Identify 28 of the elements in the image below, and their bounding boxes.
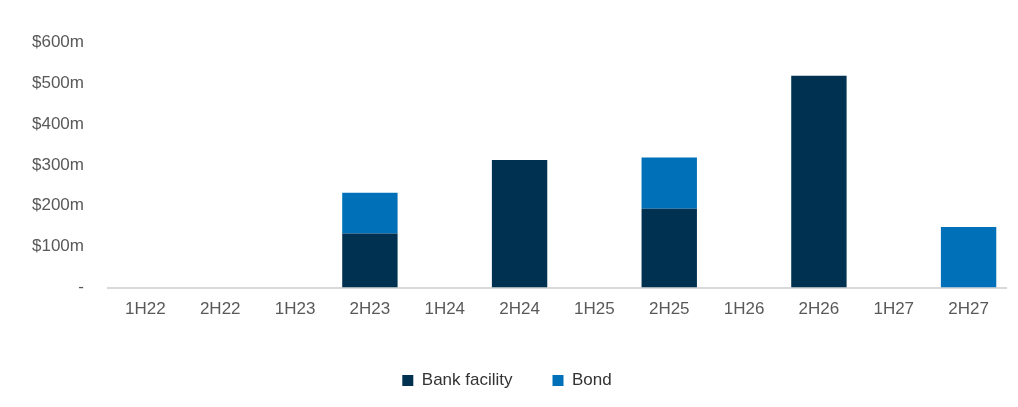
x-tick-label: 2H23: [349, 299, 391, 319]
bar: [641, 157, 697, 209]
x-tick-label: 2H24: [499, 299, 540, 319]
legend-label: Bank facility: [421, 370, 513, 390]
bar: [342, 192, 398, 234]
bar: [641, 208, 697, 288]
y-tick-label: $400m: [32, 113, 84, 133]
bar: [791, 75, 847, 288]
x-tick-label: 1H25: [574, 299, 615, 319]
y-tick-label: $100m: [32, 236, 84, 256]
x-tick-label: 2H27: [948, 299, 989, 319]
bar: [940, 227, 997, 288]
y-tick-label: $500m: [32, 72, 84, 92]
x-tick-label: 1H24: [424, 299, 466, 319]
x-tick-label: 1H22: [125, 299, 166, 319]
bar: [491, 159, 548, 288]
x-tick-label: 2H26: [798, 299, 840, 319]
legend-label: Bond: [572, 370, 612, 390]
y-tick-label: $300m: [32, 154, 84, 174]
y-tick-label: $200m: [32, 195, 84, 215]
bar: [342, 233, 398, 288]
y-tick-label: $600m: [32, 31, 84, 51]
x-tick-label: 1H27: [873, 299, 915, 319]
x-tick-label: 2H22: [199, 299, 241, 319]
x-tick-label: 1H26: [723, 299, 765, 319]
x-tick-label: 1H23: [274, 299, 316, 319]
x-tick-label: 2H25: [648, 299, 690, 319]
y-tick-label: -: [78, 277, 84, 297]
